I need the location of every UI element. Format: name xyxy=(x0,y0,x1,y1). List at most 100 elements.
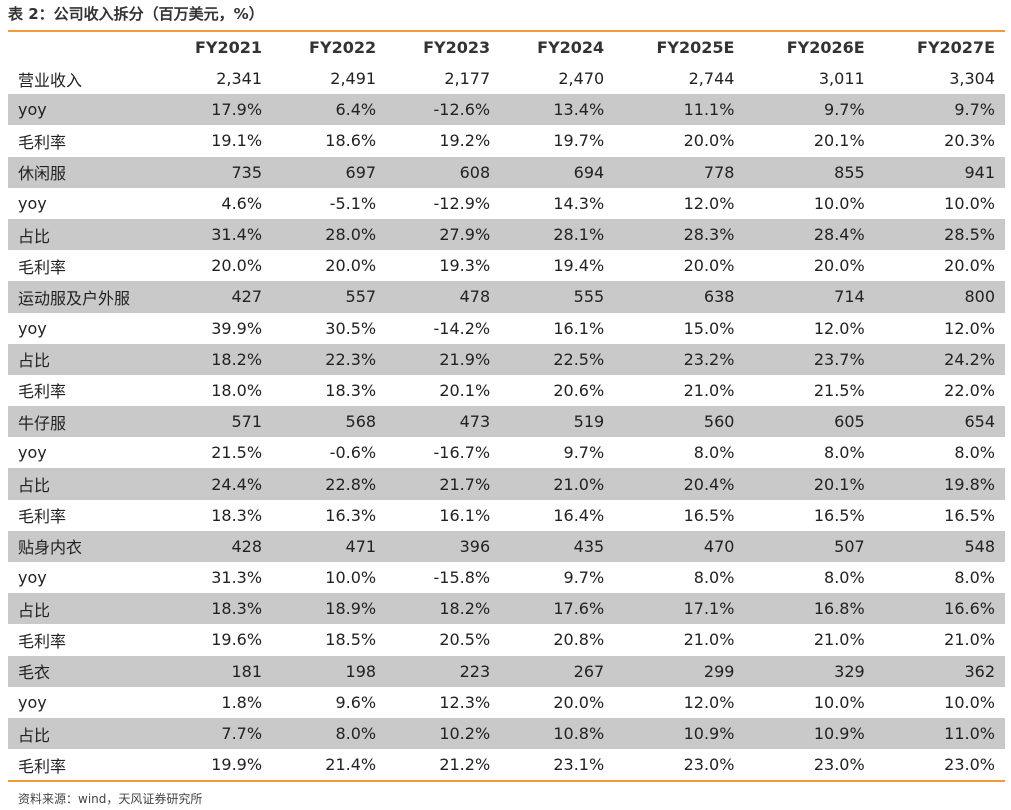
cell: 19.4% xyxy=(553,256,605,276)
cell: 10.9% xyxy=(744,717,875,750)
cell: 9.7% xyxy=(563,443,605,463)
cell: 12.0% xyxy=(813,318,865,338)
column-header: FY2026E xyxy=(786,38,865,57)
cell: 11.0% xyxy=(874,717,1005,750)
table-row: yoy 1.8% 9.6% 12.3% 20.0% 12.0% 10.0% 10.0% xyxy=(8,687,1005,718)
cell: 18.2% xyxy=(158,343,273,375)
table-row: 占比 18.3% 18.9% 18.2% 17.6% 17.1% 16.8% 16.6% xyxy=(8,593,1005,625)
row-label: 毛利率 xyxy=(18,132,67,152)
cell: 471 xyxy=(272,530,387,562)
table-row: yoy 4.6% -5.1% -12.9% 14.3% 12.0% 10.0% 10.0% xyxy=(8,188,1005,219)
cell: 9.6% xyxy=(335,692,377,712)
cell: 473 xyxy=(386,406,501,438)
cell: 20.0% xyxy=(325,256,377,276)
cell: 694 xyxy=(500,156,615,188)
cell: 362 xyxy=(874,655,1005,687)
cell: 18.0% xyxy=(211,380,263,400)
cell: 17.9% xyxy=(158,94,273,126)
header-row: FY2021 FY2022 FY2023 FY2024 FY2025E FY2026E FY… xyxy=(8,31,1005,63)
cell: 20.0% xyxy=(211,256,263,276)
cell: 560 xyxy=(614,406,745,438)
cell: 20.4% xyxy=(614,468,745,500)
cell: 14.3% xyxy=(553,193,605,213)
cell: 19.9% xyxy=(211,755,263,775)
cell: 22.0% xyxy=(944,380,995,400)
cell: -0.6% xyxy=(329,443,377,463)
cell: 19.1% xyxy=(211,131,263,151)
column-header: FY2027E xyxy=(917,38,995,57)
cell: 15.0% xyxy=(683,318,735,338)
table-row: 占比 24.4% 22.8% 21.7% 21.0% 20.4% 20.1% 19.8% xyxy=(8,468,1005,500)
cell: 21.0% xyxy=(944,630,995,650)
row-label: yoy xyxy=(18,692,47,712)
cell: 16.5% xyxy=(944,505,995,525)
cell: 28.1% xyxy=(500,218,615,251)
row-label: 毛利率 xyxy=(18,756,67,776)
table-row: 毛利率 19.9% 21.4% 21.2% 23.1% 23.0% 23.0% 23.0% xyxy=(8,749,1005,781)
cell: 21.0% xyxy=(500,468,615,500)
cell: 39.9% xyxy=(211,318,263,338)
row-label: 占比 xyxy=(8,717,158,750)
cell: 638 xyxy=(614,281,745,313)
cell: 24.2% xyxy=(874,343,1005,375)
cell: 28.3% xyxy=(614,218,745,251)
cell: 329 xyxy=(744,655,875,687)
cell: 778 xyxy=(614,156,745,188)
cell: 19.8% xyxy=(874,468,1005,500)
cell: 20.1% xyxy=(813,131,865,151)
cell: 519 xyxy=(500,406,615,438)
cell: 800 xyxy=(874,281,1005,313)
row-label: 占比 xyxy=(8,343,158,375)
table-row: 占比 7.7% 8.0% 10.2% 10.8% 10.9% 10.9% 11.0% xyxy=(8,717,1005,750)
cell: 18.2% xyxy=(386,593,501,625)
row-label: 占比 xyxy=(8,218,158,251)
cell: 181 xyxy=(158,655,273,687)
cell: -12.9% xyxy=(433,193,491,213)
cell: 8.0% xyxy=(272,717,387,750)
cell: 20.5% xyxy=(439,630,491,650)
cell: 22.3% xyxy=(272,343,387,375)
cell: 9.7% xyxy=(563,568,605,588)
cell: 3,011 xyxy=(818,69,865,89)
cell: 4.6% xyxy=(221,193,263,213)
cell: 557 xyxy=(272,281,387,313)
cell: 21.0% xyxy=(683,630,735,650)
cell: 20.6% xyxy=(553,380,605,400)
cell: 435 xyxy=(500,530,615,562)
table-row: yoy 21.5% -0.6% -16.7% 9.7% 8.0% 8.0% 8.0% xyxy=(8,437,1005,468)
cell: 12.3% xyxy=(439,692,491,712)
row-label: 休闲服 xyxy=(8,156,158,188)
row-label: yoy xyxy=(8,94,158,126)
table-row: 休闲服 735 697 608 694 778 855 941 xyxy=(8,156,1005,188)
cell: 2,470 xyxy=(558,69,605,89)
row-label: 毛利率 xyxy=(18,507,67,527)
table-title: 表 2：公司收入拆分（百万美元，%） xyxy=(8,5,264,23)
cell: 20.8% xyxy=(553,630,605,650)
row-label: 运动服及户外服 xyxy=(8,281,158,313)
cell: 18.3% xyxy=(325,380,377,400)
row-label: yoy xyxy=(18,318,47,338)
cell: 470 xyxy=(614,530,745,562)
cell: 8.0% xyxy=(824,443,865,463)
cell: 941 xyxy=(874,156,1005,188)
cell: 8.0% xyxy=(954,443,995,463)
cell: 21.7% xyxy=(386,468,501,500)
table-row: 毛利率 18.0% 18.3% 20.1% 20.6% 21.0% 21.5% 22.0% xyxy=(8,375,1005,406)
cell: 30.5% xyxy=(325,318,377,338)
cell: 10.9% xyxy=(614,717,745,750)
cell: 11.1% xyxy=(614,94,745,126)
row-label: 营业收入 xyxy=(18,70,83,90)
row-label: yoy xyxy=(18,193,47,213)
cell: 10.0% xyxy=(325,568,377,588)
cell: 23.1% xyxy=(553,755,605,775)
cell: 10.8% xyxy=(500,717,615,750)
cell: 10.0% xyxy=(944,193,995,213)
cell: 23.0% xyxy=(683,755,735,775)
cell: 608 xyxy=(386,156,501,188)
row-label: 占比 xyxy=(8,468,158,500)
cell: 6.4% xyxy=(272,94,387,126)
cell: 17.6% xyxy=(500,593,615,625)
cell: 2,177 xyxy=(444,69,491,89)
cell: 2,744 xyxy=(688,69,735,89)
cell: 28.4% xyxy=(744,218,875,251)
